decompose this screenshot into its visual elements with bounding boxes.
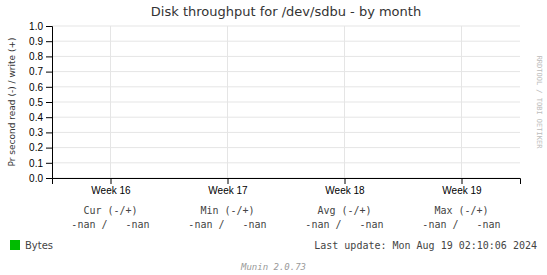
legend: Bytes — [10, 240, 53, 251]
x-tick-label: Week 17 — [208, 185, 248, 196]
y-tick: 0.9 — [29, 36, 52, 47]
grid-line-x — [344, 26, 345, 178]
grid-line-y — [52, 41, 520, 42]
y-tick-mark — [46, 72, 52, 73]
stats-header: Cur (-/+) — [83, 205, 137, 216]
y-tick-mark — [46, 163, 52, 164]
legend-item: Bytes — [10, 240, 53, 251]
y-tick: 0.7 — [29, 66, 52, 77]
y-tick-mark — [46, 132, 52, 133]
grid-line-y — [52, 26, 520, 27]
y-tick-mark — [46, 178, 52, 179]
x-tick: Week 17 — [208, 178, 248, 196]
y-tick-mark — [46, 87, 52, 88]
legend-swatch — [10, 240, 20, 250]
x-axis: Week 16 Week 17 Week 18 Week 19 — [53, 178, 521, 196]
grid-line-x — [227, 26, 228, 178]
x-tick-mark — [462, 178, 463, 184]
grid-line-y — [52, 117, 520, 118]
x-tick-mark — [345, 178, 346, 184]
y-tick: 0.8 — [29, 51, 52, 62]
x-axis-line — [53, 179, 521, 185]
stats-value: -nan / -nan — [71, 219, 149, 230]
y-tick-mark — [46, 117, 52, 118]
x-tick-label: Week 18 — [325, 185, 365, 196]
grid-line-y — [52, 86, 520, 87]
x-tick-label: Week 16 — [91, 185, 131, 196]
y-tick: 0.6 — [29, 82, 52, 93]
y-tick-mark — [46, 102, 52, 103]
title: Disk throughput for /dev/sdbu - by month — [151, 4, 421, 19]
y-tick-label: 0.6 — [29, 82, 43, 93]
y-tick: 0.4 — [29, 112, 52, 123]
y-tick: 0.3 — [29, 127, 52, 138]
y-tick-label: 0.0 — [29, 173, 43, 184]
y-tick: 0.1 — [29, 158, 52, 169]
stats-header: Min (-/+) — [200, 205, 254, 216]
y-axis-line — [46, 27, 53, 179]
stats-header: Max (-/+) — [434, 205, 488, 216]
grid-line-y — [52, 162, 520, 163]
y-axis-title: Pr second read (-) / write (+) — [7, 38, 17, 167]
y-tick-mark — [46, 148, 52, 149]
y-tick: 0.0 — [29, 173, 52, 184]
grid-line-x — [461, 26, 462, 178]
stats-header: Avg (-/+) — [317, 205, 371, 216]
y-tick-label: 0.7 — [29, 66, 43, 77]
y-tick-label: 0.8 — [29, 51, 43, 62]
x-tick-mark — [111, 178, 112, 184]
y-axis: 0.0 0.1 0.2 0.3 0.4 0.5 0.6 0.7 0.8 0.9 1.0 — [29, 21, 52, 184]
x-tick: Week 18 — [325, 178, 365, 196]
y-tick-label: 0.4 — [29, 112, 43, 123]
y-tick-label: 1.0 — [29, 21, 43, 32]
y-tick-label: 0.9 — [29, 36, 43, 47]
x-tick: Week 19 — [442, 178, 482, 196]
y-tick-mark — [46, 41, 52, 42]
grid — [52, 26, 520, 178]
y-tick: 1.0 — [29, 21, 52, 32]
grid-line-y — [52, 102, 520, 103]
y-tick-label: 0.5 — [29, 97, 43, 108]
grid-line-x — [110, 26, 111, 178]
version-label: Munin 2.0.73 — [240, 262, 306, 272]
y-tick: 0.5 — [29, 97, 52, 108]
grid-line-y — [52, 56, 520, 57]
grid-line-y — [52, 147, 520, 148]
watermark: RRDTOOL / TOBI OETIKER — [535, 56, 543, 150]
y-tick-mark — [46, 56, 52, 57]
y-tick-label: 0.2 — [29, 142, 43, 153]
grid-line-y — [52, 132, 520, 133]
stats-value: -nan / -nan — [422, 219, 500, 230]
y-tick-label: 0.1 — [29, 158, 43, 169]
y-tick: 0.2 — [29, 142, 52, 153]
chart: 0.0 0.1 0.2 0.3 0.4 0.5 0.6 0.7 0.8 0.9 1.0 Week 16… — [0, 0, 547, 275]
y-tick-label: 0.3 — [29, 127, 43, 138]
stats-value: -nan / -nan — [305, 219, 383, 230]
plot-area: 0.0 0.1 0.2 0.3 0.4 0.5 0.6 0.7 0.8 0.9 1.0 Week 16… — [29, 21, 520, 196]
x-tick-mark — [228, 178, 229, 184]
stats-value: -nan / -nan — [188, 219, 266, 230]
legend-label: Bytes — [25, 240, 53, 251]
x-tick-label: Week 19 — [442, 185, 482, 196]
grid-line-y — [52, 71, 520, 72]
x-tick: Week 16 — [91, 178, 131, 196]
last-update: Last update: Mon Aug 19 02:10:06 2024 — [314, 240, 537, 251]
y-tick-mark — [46, 26, 52, 27]
